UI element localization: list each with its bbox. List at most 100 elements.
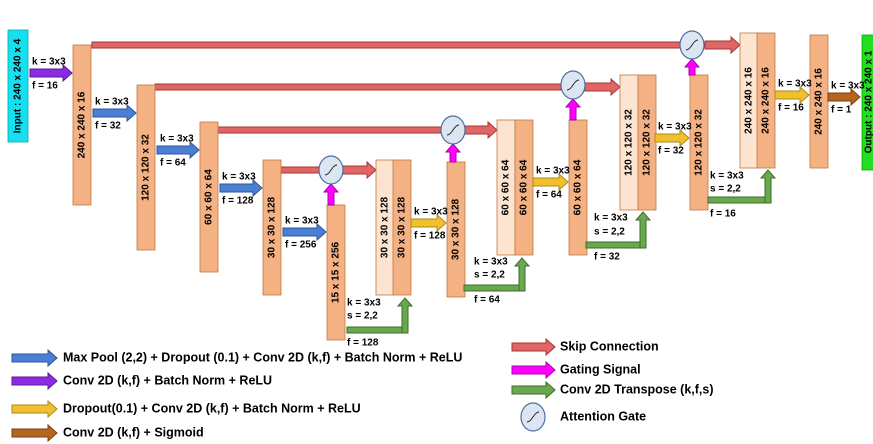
filter-label: f = 256 <box>285 240 317 251</box>
kernel-label: k = 3x3 <box>414 207 448 218</box>
block-label: 15 x 15 x 256 <box>331 241 342 303</box>
input-box <box>7 29 29 143</box>
gate-icon <box>446 124 460 136</box>
skip-arrow <box>584 77 621 97</box>
legend-arrow <box>511 360 556 380</box>
conv-arrow <box>532 172 569 192</box>
filter-label: f = 128 <box>414 231 446 242</box>
feature-block <box>72 44 92 206</box>
legend-text: Conv 2D (k,f) + Sigmoid <box>63 425 204 439</box>
kernel-label: k = 3x3 <box>95 97 129 108</box>
block-label: 120 x 120 x 32 <box>141 134 152 201</box>
transpose-line <box>346 326 409 334</box>
kernel-label: k = 3x3 <box>474 257 508 268</box>
legend-text: Dropout(0.1) + Conv 2D (k,f) + Batch Nor… <box>63 401 361 415</box>
skip-arrow <box>342 160 377 180</box>
filter-label: f = 128 <box>347 338 379 349</box>
kernel-label: k = 3x3 <box>160 134 194 145</box>
conv-arrow <box>219 178 263 198</box>
conv-arrow <box>156 140 200 160</box>
kernel-label: k = 3x3 <box>594 213 628 224</box>
kernel-label: k = 3x3 <box>536 166 570 177</box>
transpose-arrow <box>396 297 414 334</box>
gating-arrow <box>683 58 701 76</box>
conv-arrow <box>827 87 861 107</box>
conv-arrow <box>92 103 137 123</box>
conv-arrow <box>282 222 327 242</box>
transpose-arrow <box>513 257 531 292</box>
filter-label: f = 32 <box>594 252 620 263</box>
filter-label: f = 64 <box>536 190 562 201</box>
kernel-label: k = 3x3 <box>222 172 256 183</box>
legend-text: Max Pool (2,2) + Dropout (0.1) + Conv 2D… <box>63 350 462 364</box>
gate-icon <box>324 164 338 176</box>
legend-arrow <box>11 371 58 391</box>
stride-label: s = 2,2 <box>594 227 625 238</box>
block-label: 240 x 240 x 16 <box>814 68 825 135</box>
conv-arrow <box>29 63 73 83</box>
gating-arrow <box>444 143 462 163</box>
legend-arrow <box>11 399 58 419</box>
output-label: Output : 240 x 240 x 1 <box>864 50 873 153</box>
feature-block <box>326 204 346 341</box>
stride-label: s = 2,2 <box>347 311 378 322</box>
filter-label: f = 32 <box>95 121 121 132</box>
filter-label: f = 128 <box>222 196 254 207</box>
filter-label: f = 64 <box>160 158 186 169</box>
transpose-line <box>585 241 647 249</box>
legend-text: Conv 2D (k,f) + Batch Norm + ReLU <box>63 373 272 387</box>
feature-block <box>756 32 776 169</box>
conv-arrow <box>774 85 810 105</box>
block-label: 30 x 30 x 128 <box>380 196 391 258</box>
transpose-arrow <box>634 211 652 249</box>
kernel-label: k = 3x3 <box>710 171 744 182</box>
block-label: 60 x 60 x 64 <box>501 159 512 215</box>
skip-line <box>154 83 562 91</box>
kernel-label: k = 3x3 <box>831 81 865 92</box>
gate-icon <box>526 411 540 423</box>
kernel-label: k = 3x3 <box>285 216 319 227</box>
stride-label: s = 2,2 <box>710 184 741 195</box>
feature-block <box>262 159 282 296</box>
gating-arrow <box>564 98 582 121</box>
skip-line <box>91 41 681 49</box>
conv-arrow <box>410 213 447 233</box>
feature-block <box>568 119 588 256</box>
legend-text: Attention Gate <box>560 409 646 423</box>
kernel-label: k = 3x3 <box>347 298 381 309</box>
transpose-arrow <box>759 169 777 204</box>
legend-arrow <box>511 337 556 357</box>
gate-icon <box>685 39 699 51</box>
block-label: 120 x 120 x 32 <box>694 109 705 176</box>
feature-block <box>689 74 709 211</box>
block-label: 240 x 240 x 16 <box>761 67 772 134</box>
skip-line <box>217 126 442 134</box>
transpose-line <box>463 284 526 292</box>
input-label: Input : 240 x 240 x 4 <box>13 38 24 133</box>
transpose-line <box>707 196 772 204</box>
block-label: 60 x 60 x 64 <box>204 169 215 225</box>
block-label: 240 x 240 x 16 <box>77 91 88 158</box>
block-label: 120 x 120 x 32 <box>642 109 653 176</box>
gating-arrow <box>322 183 340 206</box>
block-label: 120 x 120 x 32 <box>624 109 635 176</box>
kernel-label: k = 3x3 <box>32 57 66 68</box>
feature-block <box>136 84 156 251</box>
filter-label: f = 32 <box>658 146 684 157</box>
kernel-label: k = 3x3 <box>658 122 692 133</box>
block-label: 30 x 30 x 128 <box>451 198 462 260</box>
filter-label: f = 16 <box>778 103 804 114</box>
block-label: 60 x 60 x 64 <box>519 159 530 215</box>
legend-text: Skip Connection <box>560 339 659 353</box>
skip-arrow <box>464 120 498 140</box>
output-box <box>861 34 873 171</box>
block-label: 30 x 30 x 128 <box>267 196 278 258</box>
feature-block <box>199 121 219 273</box>
legend-arrow <box>511 380 556 400</box>
stride-label: s = 2,2 <box>474 270 505 281</box>
kernel-label: k = 3x3 <box>778 79 812 90</box>
skip-line <box>280 166 320 174</box>
block-label: 240 x 240 x 16 <box>744 67 755 134</box>
skip-arrow <box>704 35 741 55</box>
legend-arrow <box>11 423 58 443</box>
